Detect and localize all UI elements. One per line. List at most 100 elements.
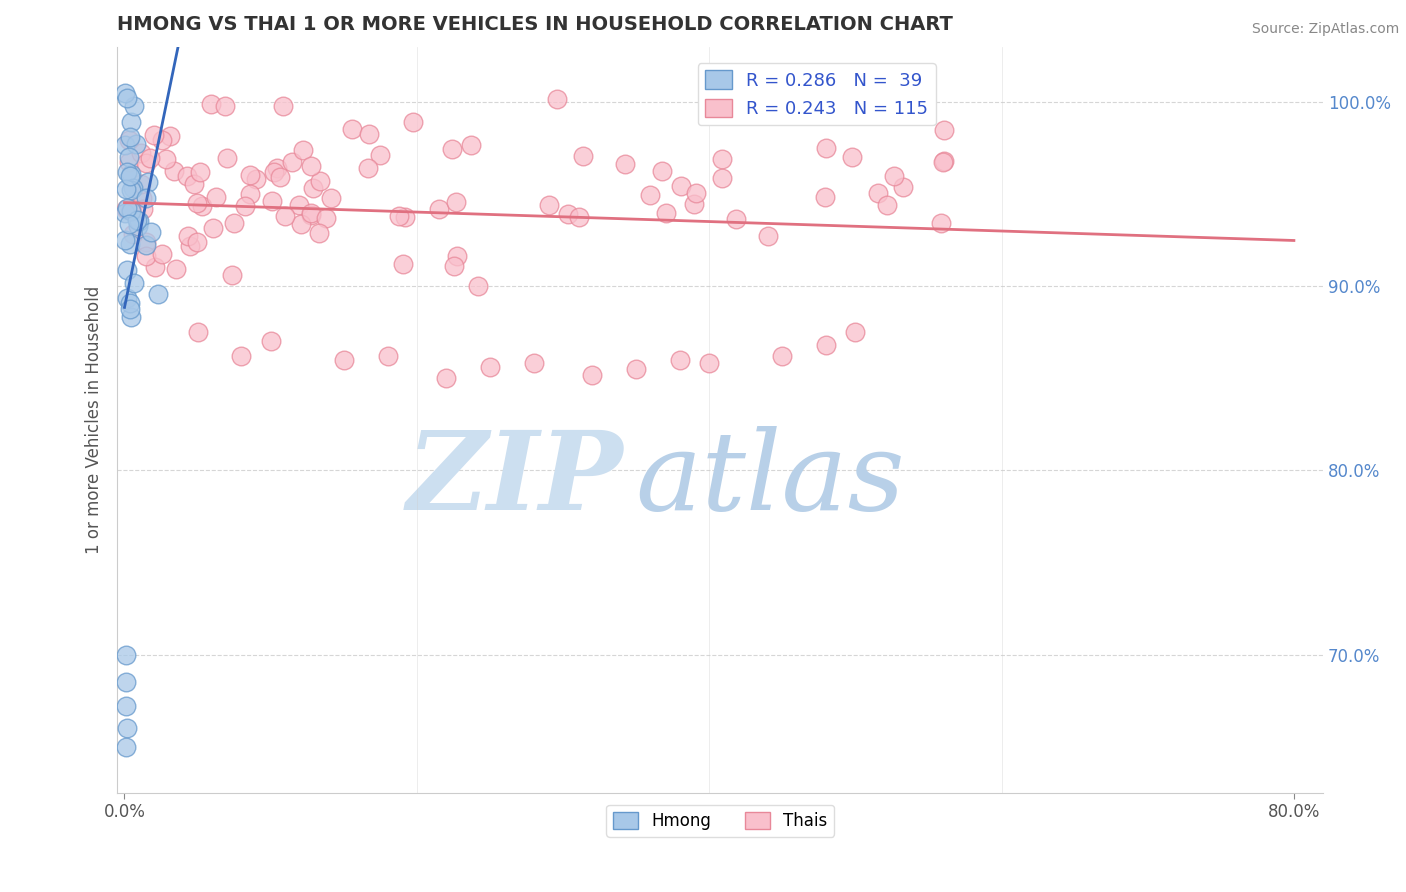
Point <box>697 356 720 370</box>
Point <box>139 225 162 239</box>
Point <box>233 199 256 213</box>
Point <box>932 153 955 168</box>
Point <box>319 191 342 205</box>
Point <box>288 197 311 211</box>
Point <box>624 362 647 376</box>
Point <box>844 325 866 339</box>
Point <box>135 237 157 252</box>
Point <box>394 210 416 224</box>
Point <box>443 259 465 273</box>
Point <box>150 133 173 147</box>
Point <box>546 92 568 106</box>
Y-axis label: 1 or more Vehicles in Household: 1 or more Vehicles in Household <box>86 285 103 554</box>
Point <box>302 181 325 195</box>
Point <box>139 151 162 165</box>
Point <box>725 212 748 227</box>
Point <box>114 138 136 153</box>
Point <box>478 360 501 375</box>
Point <box>222 216 245 230</box>
Point <box>118 150 141 164</box>
Point <box>200 97 222 112</box>
Point <box>309 174 332 188</box>
Point <box>756 228 779 243</box>
Point <box>841 150 863 164</box>
Point <box>118 169 141 183</box>
Point <box>683 197 706 211</box>
Point <box>128 214 150 228</box>
Point <box>118 237 141 252</box>
Point <box>118 296 141 310</box>
Point <box>669 352 692 367</box>
Point <box>179 239 201 253</box>
Point <box>460 137 482 152</box>
Point <box>155 152 177 166</box>
Point <box>117 217 139 231</box>
Point <box>523 356 546 370</box>
Point <box>299 206 322 220</box>
Point <box>815 338 838 352</box>
Point <box>557 207 579 221</box>
Point <box>114 206 136 220</box>
Point <box>115 262 138 277</box>
Point <box>377 349 399 363</box>
Point <box>115 699 138 714</box>
Point <box>359 127 381 141</box>
Text: HMONG VS THAI 1 OR MORE VEHICLES IN HOUSEHOLD CORRELATION CHART: HMONG VS THAI 1 OR MORE VEHICLES IN HOUS… <box>117 15 953 34</box>
Point <box>931 154 953 169</box>
Point <box>183 177 205 191</box>
Point <box>427 202 450 217</box>
Point <box>357 161 380 175</box>
Point <box>280 155 302 169</box>
Point <box>129 177 152 191</box>
Point <box>187 325 209 339</box>
Point <box>434 371 457 385</box>
Point <box>136 175 159 189</box>
Point <box>135 191 157 205</box>
Point <box>163 164 186 178</box>
Point <box>114 233 136 247</box>
Point <box>120 130 142 145</box>
Point <box>120 310 142 325</box>
Point <box>129 145 152 160</box>
Point <box>115 202 138 217</box>
Point <box>117 133 139 147</box>
Point <box>177 229 200 244</box>
Point <box>402 114 425 128</box>
Point <box>121 181 143 195</box>
Point <box>114 182 136 196</box>
Point <box>115 675 138 690</box>
Point <box>368 148 391 162</box>
Point <box>135 235 157 249</box>
Point <box>239 168 262 182</box>
Point <box>770 349 793 363</box>
Point <box>392 257 415 271</box>
Point <box>440 142 463 156</box>
Point <box>308 226 330 240</box>
Point <box>127 219 149 234</box>
Point <box>122 227 145 242</box>
Point <box>290 217 312 231</box>
Point <box>446 194 468 209</box>
Point <box>115 202 138 216</box>
Point <box>214 99 236 113</box>
Point <box>263 165 285 179</box>
Point <box>115 90 138 104</box>
Point <box>121 183 143 197</box>
Point <box>118 155 141 169</box>
Point <box>671 179 693 194</box>
Point <box>125 136 148 151</box>
Point <box>891 179 914 194</box>
Point <box>159 129 181 144</box>
Point <box>568 210 591 224</box>
Point <box>132 202 155 216</box>
Point <box>176 169 198 184</box>
Point <box>299 159 322 173</box>
Point <box>467 278 489 293</box>
Point <box>710 170 733 185</box>
Point <box>186 235 208 249</box>
Point <box>135 156 157 170</box>
Point <box>332 352 354 367</box>
Point <box>221 268 243 282</box>
Point <box>711 152 734 166</box>
Point <box>122 276 145 290</box>
